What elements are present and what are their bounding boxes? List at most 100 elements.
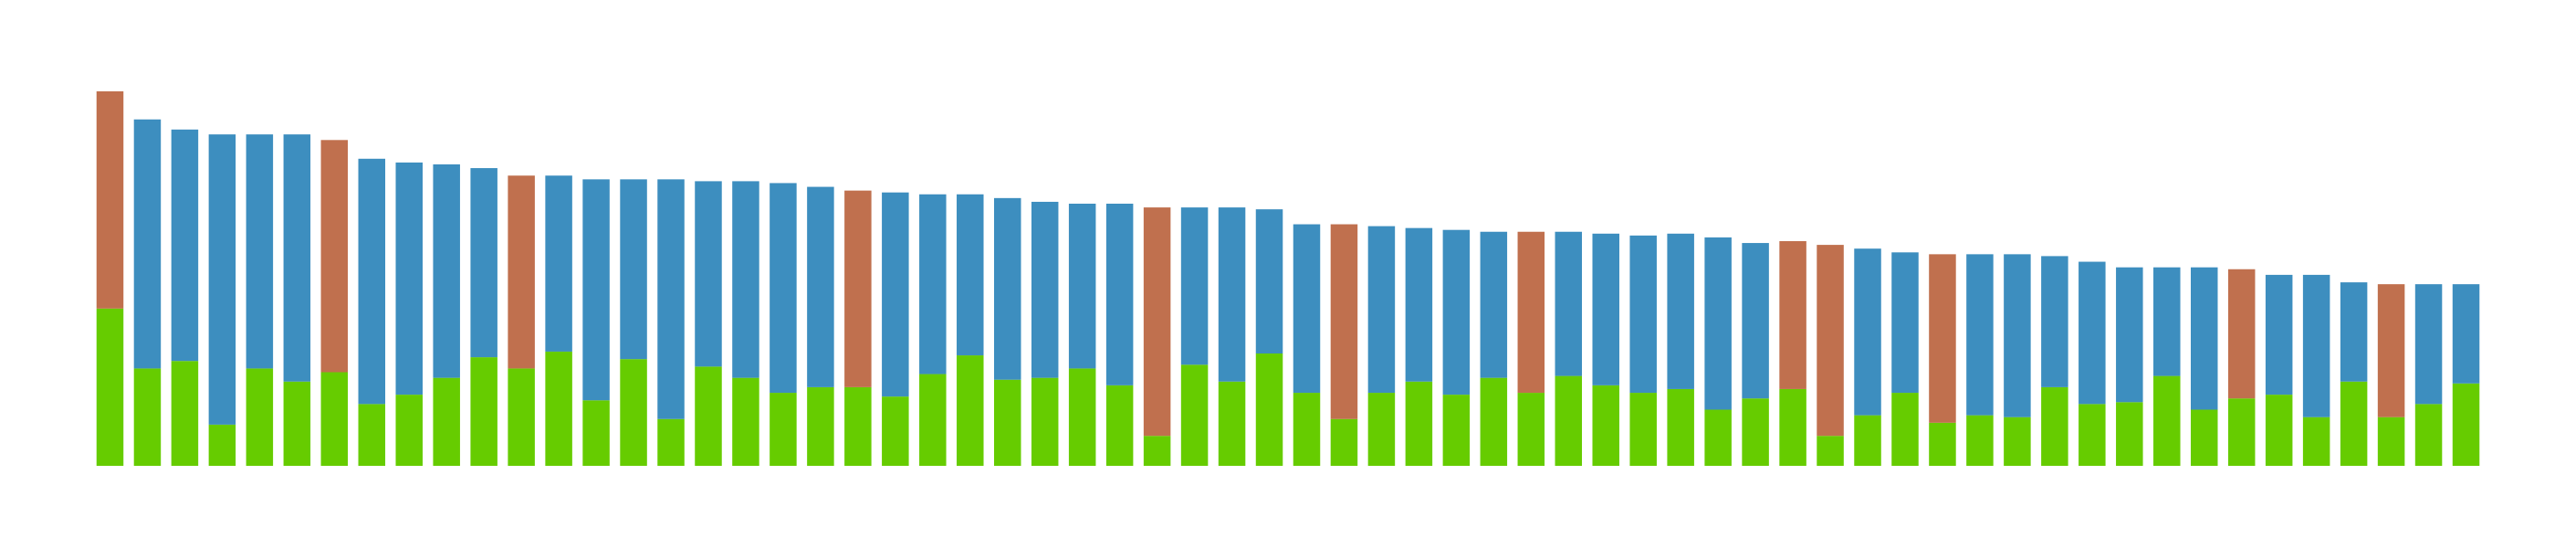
bar-segment-top (1742, 243, 1769, 399)
bar-segment-top (1629, 235, 1657, 394)
bar-segment-base (695, 366, 722, 466)
bar-segment-base (1180, 364, 1209, 466)
bar-segment-top (1891, 252, 1919, 394)
bar-segment-top (2153, 267, 2181, 376)
bar-segment-top (2041, 256, 2068, 387)
bar-segment-base (1854, 415, 1881, 466)
bar-segment-base (657, 418, 685, 466)
bar-segment-base (1068, 368, 1096, 466)
bar-segment-top-highlight (320, 140, 349, 373)
bar-segment-top (807, 186, 834, 387)
bar-segment-base (2153, 375, 2181, 466)
bar-segment-top (1667, 233, 1694, 389)
bar-segment-base (545, 351, 572, 466)
bar-segment-top (208, 134, 236, 425)
bar-segment-top (1966, 254, 1994, 416)
bar-segment-top (1405, 227, 1433, 382)
bar-segment-base (171, 361, 199, 466)
bar-segment-top (993, 197, 1021, 380)
bar-segment-top (919, 194, 947, 374)
bar-segment-base (1255, 353, 1283, 466)
bar-segment-base (1592, 385, 1619, 466)
bar-segment-top (545, 175, 572, 352)
bar-segment-top (582, 179, 610, 401)
bar-segment-base (844, 386, 872, 466)
bar-segment-base (1629, 393, 1657, 466)
bar-segment-base (582, 400, 610, 466)
bar-segment-top-highlight (1143, 207, 1171, 437)
bar-segment-top (1854, 248, 1881, 416)
bar-segment-base (2302, 417, 2330, 466)
bar-segment-top (2004, 254, 2031, 417)
bar-segment-top (1255, 209, 1283, 353)
bar-segment-top (1442, 229, 1471, 396)
bar-segment-base (1480, 377, 1508, 466)
bar-segment-top-highlight (1817, 245, 1844, 437)
bar-segment-top (657, 179, 685, 419)
bar-segment-top (1218, 207, 1246, 382)
bar-segment-base (395, 395, 423, 466)
bar-segment-base (770, 393, 797, 466)
bar-segment-top (2452, 284, 2480, 384)
bar-segment-top (2302, 274, 2330, 417)
bar-segment-top (770, 183, 797, 394)
bar-segment-top (1105, 204, 1134, 385)
bar-segment-top (2414, 284, 2443, 405)
bar-segment-top-highlight (1929, 254, 1956, 423)
bar-segment-top (1293, 224, 1321, 394)
bar-segment-base (208, 424, 236, 466)
bar-segment-base (96, 308, 124, 466)
bar-segment-base (919, 374, 947, 466)
bar-segment-base (882, 396, 909, 466)
bar-segment-top (695, 181, 722, 367)
bar-segment-base (620, 359, 647, 466)
bar-segment-base (1330, 418, 1358, 466)
bar-segment-top-highlight (844, 190, 872, 387)
bar-segment-base (1929, 422, 1956, 466)
bar-segment-top (1068, 204, 1096, 369)
bar-segment-top (2340, 282, 2368, 382)
bar-segment-top-highlight (96, 91, 124, 309)
bar-segment-top (2265, 274, 2293, 396)
bar-segment-top (395, 162, 423, 396)
bar-segment-base (2004, 417, 2031, 466)
bar-segment-top (1180, 207, 1209, 365)
bar-segment-top-highlight (2227, 269, 2256, 399)
bar-segment-base (2190, 409, 2218, 466)
bar-segment-top-highlight (1517, 231, 1545, 394)
bar-segment-top (171, 129, 199, 362)
bar-segment-base (2340, 381, 2368, 466)
bar-segment-top (358, 158, 386, 405)
bar-segment-base (2414, 404, 2443, 466)
bar-segment-top (1555, 231, 1583, 376)
bar-segment-top (1367, 226, 1396, 394)
bars-layer (96, 91, 2480, 466)
bar-segment-base (1817, 436, 1844, 466)
bar-segment-base (1704, 409, 1732, 466)
bar-segment-base (1031, 377, 1059, 466)
bar-segment-base (1405, 381, 1433, 466)
bar-segment-base (2265, 395, 2293, 466)
bar-segment-base (246, 368, 274, 466)
bar-segment-base (433, 377, 460, 466)
bar-segment-top-highlight (508, 175, 535, 369)
bar-segment-base (2227, 398, 2256, 466)
bar-segment-top (2190, 267, 2218, 410)
bar-segment-base (2041, 386, 2068, 466)
bar-segment-top (620, 179, 647, 360)
bar-segment-base (2079, 404, 2106, 466)
bar-segment-base (1517, 393, 1545, 466)
bar-segment-base (1293, 393, 1321, 466)
bar-segment-base (1667, 388, 1694, 466)
bar-segment-base (1742, 398, 1769, 466)
bar-segment-base (2377, 417, 2405, 466)
bar-segment-base (993, 379, 1021, 466)
bar-segment-base (957, 355, 984, 466)
bar-segment-top (470, 168, 497, 358)
bar-segment-base (1105, 385, 1134, 466)
bar-segment-top (957, 194, 984, 356)
bar-segment-base (320, 372, 349, 466)
bar-segment-top (1592, 233, 1619, 385)
